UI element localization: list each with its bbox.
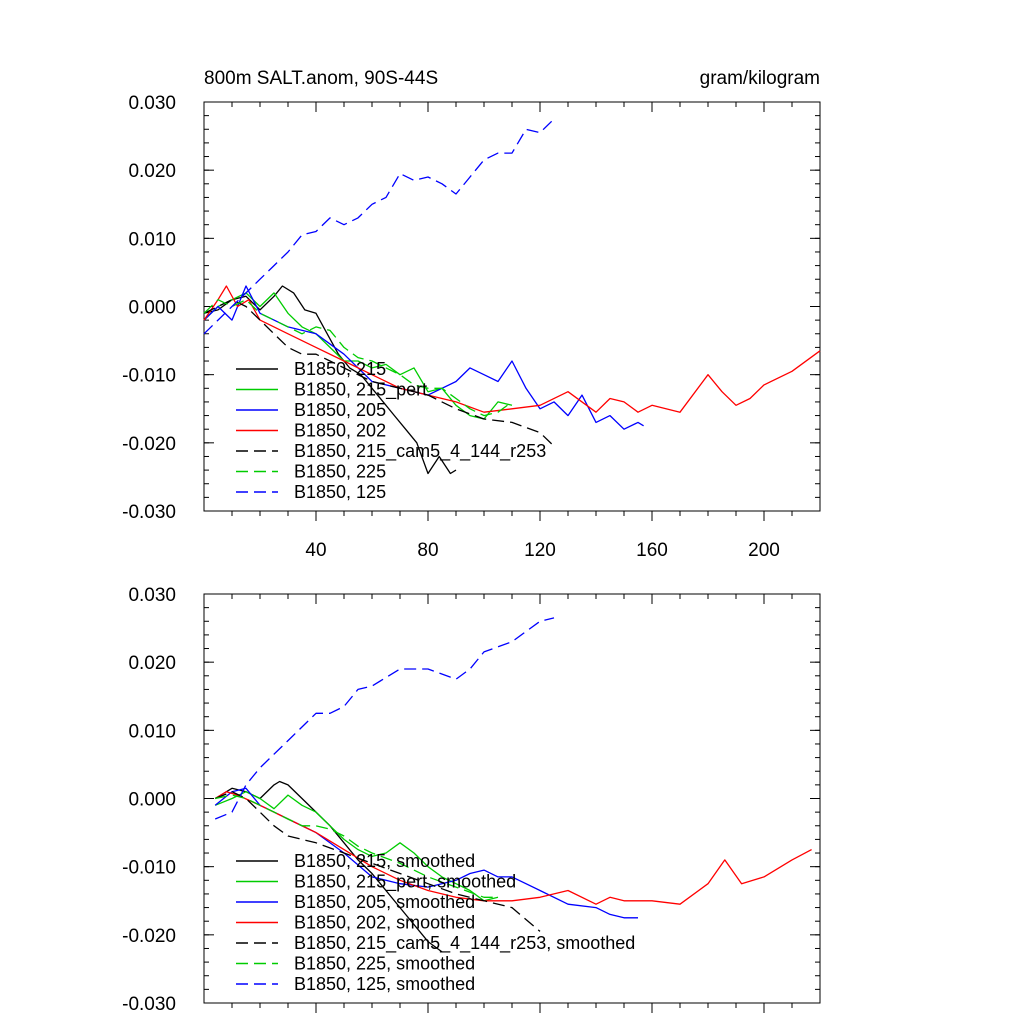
y-tick-label: -0.030	[122, 502, 176, 523]
legend-label: B1850, 225, smoothed	[294, 954, 475, 974]
legend-label: B1850, 202	[294, 421, 386, 441]
legend-label: B1850, 215_pert, smoothed	[294, 872, 516, 893]
series-line	[203, 292, 513, 420]
x-tick-label: 160	[636, 540, 668, 561]
legend: B1850, 215, smoothed B1850, 215_pert, sm…	[294, 851, 635, 994]
legend-label: B1850, 215_pert	[294, 380, 427, 401]
series-line	[214, 617, 555, 820]
series-line	[203, 285, 644, 430]
chart-title: 800m SALT.anom, 90S-44S	[204, 68, 438, 89]
y-tick-label: 0.000	[128, 790, 176, 811]
y-tick-label: 0.020	[128, 161, 176, 182]
y-tick-label: 0.010	[128, 721, 176, 742]
y-tick-label: -0.030	[122, 994, 176, 1015]
y-tick-label: 0.030	[128, 585, 176, 606]
legend-label: B1850, 215_cam5_4_144_r253	[294, 441, 546, 462]
legend-label: B1850, 215, smoothed	[294, 851, 475, 871]
y-tick-label: 0.000	[128, 298, 176, 319]
legend-label: B1850, 125	[294, 482, 386, 502]
x-tick-label: 80	[417, 540, 438, 561]
series-lines	[214, 617, 812, 953]
series-line	[203, 299, 555, 447]
legend-label: B1850, 215_cam5_4_144_r253, smoothed	[294, 933, 635, 954]
series-line	[215, 794, 498, 898]
legend-label: B1850, 205	[294, 400, 386, 420]
x-tick-label: 120	[524, 540, 556, 561]
y-tick-label: -0.020	[122, 926, 176, 947]
legend-label: B1850, 205, smoothed	[294, 892, 475, 912]
legend: B1850, 215 B1850, 215_pert B1850, 205 B1…	[294, 359, 546, 502]
legend-label: B1850, 125, smoothed	[294, 974, 475, 994]
series-line	[203, 285, 821, 413]
y-tick-labels: 0.030 0.020 0.010 0.000 -0.010 -0.020 -0…	[122, 585, 176, 1015]
y-tick-label: -0.010	[122, 366, 176, 387]
legend-label: B1850, 225	[294, 462, 386, 482]
legend-label: B1850, 215	[294, 359, 386, 379]
legend-label: B1850, 202, smoothed	[294, 913, 475, 933]
chart-panel-top: 800m SALT.anom, 90S-44S gram/kilogram 40…	[122, 68, 821, 561]
series-line	[203, 118, 555, 335]
y-tick-label: 0.020	[128, 653, 176, 674]
x-tick-label: 40	[305, 540, 326, 561]
series-line	[214, 791, 541, 932]
x-tick-labels: 40 80 120 160 200	[305, 540, 779, 561]
x-tick-label: 200	[748, 540, 780, 561]
y-tick-labels: 0.030 0.020 0.010 0.000 -0.010 -0.020 -0…	[122, 93, 176, 523]
chart-panel-bottom: 0.030 0.020 0.010 0.000 -0.010 -0.020 -0…	[122, 585, 821, 1015]
y-tick-label: 0.030	[128, 93, 176, 114]
chart-units: gram/kilogram	[700, 68, 820, 89]
series-line	[203, 299, 513, 417]
series-lines	[203, 118, 821, 475]
y-tick-label: -0.010	[122, 858, 176, 879]
y-tick-label: -0.020	[122, 434, 176, 455]
y-tick-label: 0.010	[128, 229, 176, 250]
